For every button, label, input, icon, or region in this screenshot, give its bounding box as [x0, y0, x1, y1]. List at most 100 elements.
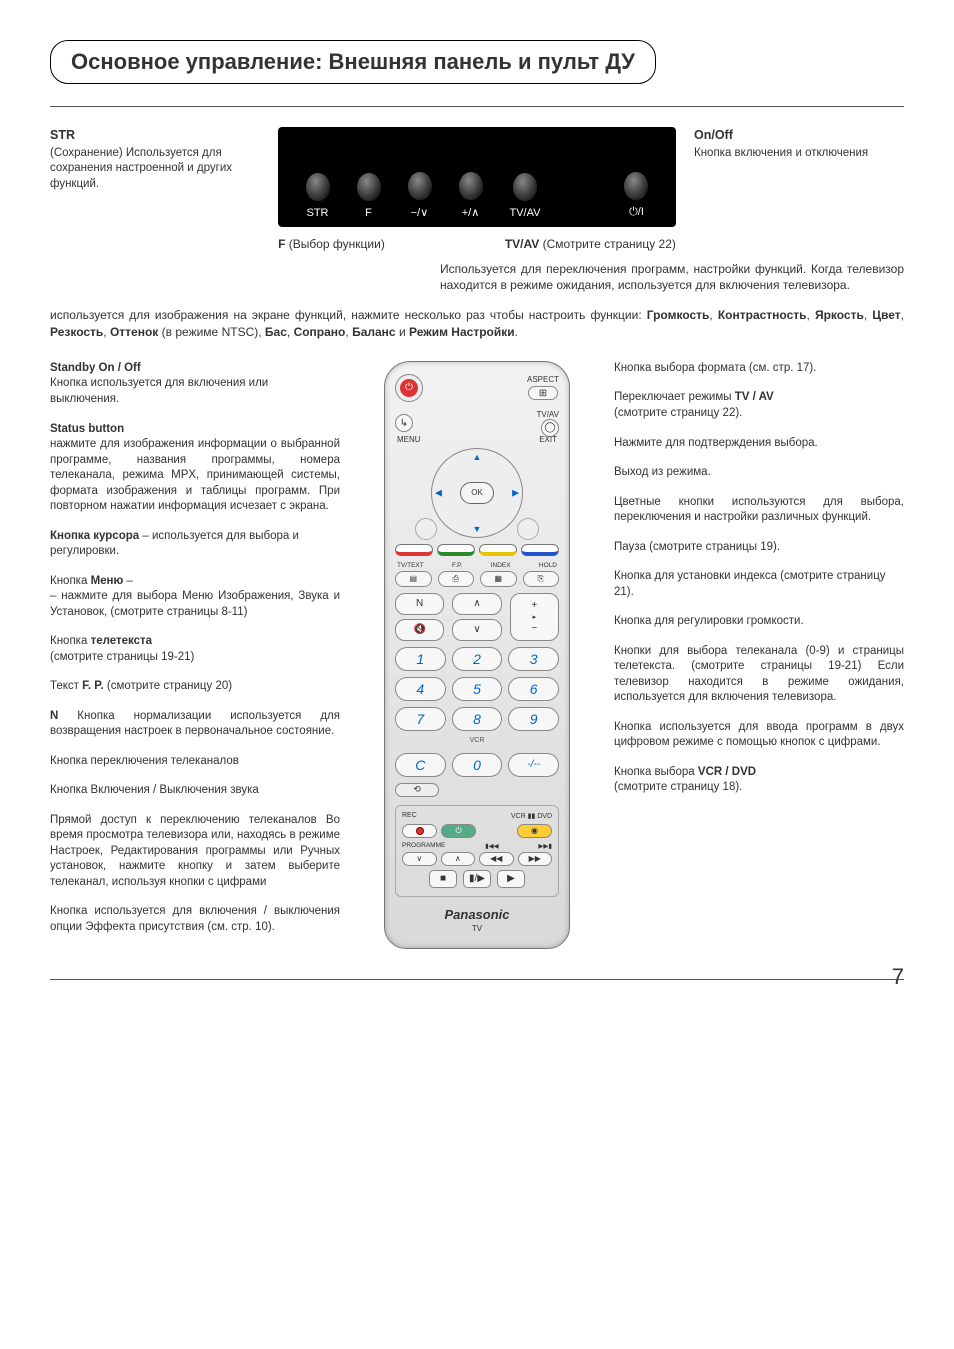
arrow-up-icon: ▲	[473, 452, 482, 462]
rec-button[interactable]	[402, 824, 437, 838]
stop-button[interactable]: ■	[429, 870, 457, 888]
power-icon: ⏻	[400, 379, 418, 397]
ch-up-button[interactable]: ∧	[452, 593, 501, 615]
callout-cursor: Кнопка курсора – используется для выбора…	[50, 529, 340, 560]
mute-button[interactable]: 🔇	[395, 619, 444, 641]
panel-bottom-callouts: F (Выбор функции) TV/AV (Смотрите страни…	[50, 237, 904, 251]
prog-up[interactable]: ∧	[441, 852, 476, 866]
panel-btn-minus[interactable]: −/∨	[408, 172, 432, 219]
number-pad: 1 2 3 4 5 6 7 8 9 VCR C 0 -/--	[395, 647, 559, 777]
surround-button[interactable]: ⟲	[395, 783, 439, 797]
yellow-button[interactable]	[479, 544, 517, 556]
nav-pad: OK ▲ ▼ ◀ ▶	[417, 448, 537, 538]
play-button[interactable]: ▶	[497, 870, 525, 888]
status-button[interactable]: ↳	[395, 414, 413, 432]
ffwd-button[interactable]: ▶▶	[518, 852, 553, 866]
title-underline	[50, 106, 904, 107]
callout-surround: Кнопка используется для включения / выкл…	[50, 904, 340, 935]
exit-label: EXIT	[539, 435, 557, 444]
panel-desc-arrows: Используется для переключения программ, …	[440, 261, 904, 293]
color-buttons-row	[395, 544, 559, 556]
vcrdvd-switch[interactable]: ◉	[517, 824, 552, 838]
remote-section: Standby On / Off Кнопка используется для…	[50, 361, 904, 949]
programme-label: PROGRAMME	[402, 842, 445, 850]
remote-body: ⏻ ASPECT ⊞ ↳ TV/AV ◯ MENU EXIT	[384, 361, 570, 949]
teletext-row: ▤ ⎙ ▦ ⎘	[395, 571, 559, 587]
prog-down[interactable]: ∨	[402, 852, 437, 866]
callout-tvav: TV/AV (Смотрите страницу 22)	[505, 237, 676, 251]
num-9[interactable]: 9	[508, 707, 559, 731]
aspect-button[interactable]: ⊞	[528, 386, 558, 400]
menu-button[interactable]	[415, 518, 437, 540]
red-button[interactable]	[395, 544, 433, 556]
callout-standby: Standby On / Off Кнопка используется для…	[50, 361, 340, 408]
tvtext-button[interactable]: ▤	[395, 571, 432, 587]
panel-btn-tvav[interactable]: TV/AV	[510, 173, 541, 219]
str-heading: STR	[50, 127, 260, 144]
callout-vcrdvd: Кнопка выбора VCR / DVD (смотрите страни…	[614, 765, 904, 796]
brand-sub-label: TV	[395, 924, 559, 933]
num-7[interactable]: 7	[395, 707, 446, 731]
panel-callout-str: STR (Сохранение) Используется для сохран…	[50, 127, 260, 192]
callout-exit: Выход из режима.	[614, 465, 904, 481]
callout-menu: Кнопка Меню – – нажмите для выбора Меню …	[50, 574, 340, 621]
onoff-text: Кнопка включения и отключения	[694, 146, 904, 162]
num-5[interactable]: 5	[452, 677, 503, 701]
panel-desc-functions: используется для изображения на экране ф…	[50, 307, 904, 341]
arrow-right-icon: ▶	[512, 487, 519, 498]
num-8[interactable]: 8	[452, 707, 503, 731]
callout-ok: Нажмите для подтверждения выбора.	[614, 436, 904, 452]
callout-index: Кнопка для установки индекса (смотрите с…	[614, 569, 904, 600]
panel-btn-power[interactable]: ⏻/I	[624, 172, 648, 219]
ch-down-button[interactable]: ∨	[452, 619, 501, 641]
str-text: (Сохранение) Используется для сохранения…	[50, 146, 260, 193]
callout-n: N Кнопка нормализации используется для в…	[50, 709, 340, 740]
num-1[interactable]: 1	[395, 647, 446, 671]
num-4[interactable]: 4	[395, 677, 446, 701]
teletext-labels: TV/TEXT F.P. INDEX HOLD	[395, 562, 559, 569]
rec-label: REC	[402, 812, 417, 819]
fp-button[interactable]: ⎙	[438, 571, 475, 587]
callout-hold: Пауза (смотрите страницы 19).	[614, 540, 904, 556]
num-3[interactable]: 3	[508, 647, 559, 671]
front-panel-section: STR (Сохранение) Используется для сохран…	[50, 127, 904, 227]
arrow-down-icon: ▼	[473, 524, 482, 534]
panel-btn-str[interactable]: STR	[306, 173, 330, 219]
ok-button[interactable]: OK	[460, 482, 494, 504]
brand-label: Panasonic	[395, 907, 559, 922]
panel-callout-onoff: On/Off Кнопка включения и отключения	[694, 127, 904, 161]
num-dash[interactable]: -/--	[508, 753, 559, 777]
hold-button[interactable]: ⎘	[523, 571, 560, 587]
onoff-heading: On/Off	[694, 127, 904, 144]
n-button[interactable]: N	[395, 593, 444, 615]
pause-button[interactable]: ▮/▶	[463, 870, 491, 888]
arrow-left-icon: ◀	[435, 487, 442, 498]
rewind-button[interactable]: ◀◀	[479, 852, 514, 866]
left-callouts: Standby On / Off Кнопка используется для…	[50, 361, 340, 949]
green-button[interactable]	[437, 544, 475, 556]
callout-f: F (Выбор функции)	[278, 237, 385, 251]
tvav-label: TV/AV	[536, 410, 559, 419]
callout-teletext: Кнопка телетекста (смотрите страницы 19-…	[50, 634, 340, 665]
index-button[interactable]: ▦	[480, 571, 517, 587]
callout-fp: Текст F. P. (смотрите страницу 20)	[50, 679, 340, 695]
exit-button[interactable]	[517, 518, 539, 540]
num-6[interactable]: 6	[508, 677, 559, 701]
num-c[interactable]: C	[395, 753, 446, 777]
callout-twodigit: Кнопка используется для ввода программ в…	[614, 720, 904, 751]
blue-button[interactable]	[521, 544, 559, 556]
callout-numbers: Кнопки для выбора телеканала (0-9) и стр…	[614, 644, 904, 706]
panel-btn-f[interactable]: F	[357, 173, 381, 219]
num-0[interactable]: 0	[452, 753, 503, 777]
panel-btn-plus[interactable]: +/∧	[459, 172, 483, 219]
menu-label: MENU	[397, 435, 421, 444]
power-button[interactable]: ⏻	[395, 374, 423, 402]
callout-direct: Прямой доступ к переключению телеканалов…	[50, 813, 340, 891]
footer-line	[50, 979, 904, 980]
page-title-box: Основное управление: Внешняя панель и пу…	[50, 40, 656, 84]
vcr-power-button[interactable]: ⏻	[441, 824, 476, 838]
vol-button[interactable]: + ▸ −	[510, 593, 559, 641]
num-2[interactable]: 2	[452, 647, 503, 671]
callout-mute: Кнопка Включения / Выключения звука	[50, 783, 340, 799]
callout-status: Status button нажмите для изображения ин…	[50, 422, 340, 515]
